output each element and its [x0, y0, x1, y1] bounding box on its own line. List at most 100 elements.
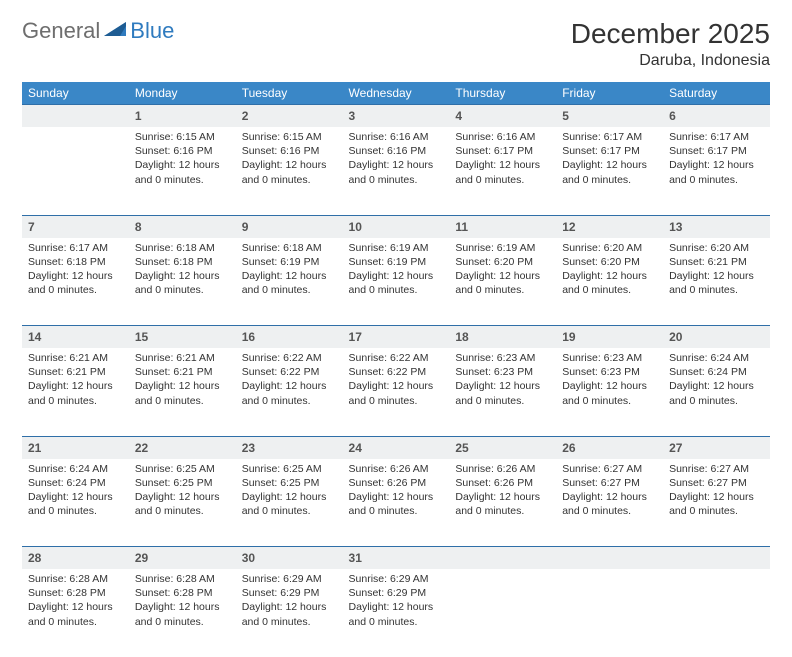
daynum-cell: 17: [343, 326, 450, 349]
day-cell: Sunrise: 6:19 AMSunset: 6:20 PMDaylight:…: [449, 238, 556, 326]
day-data: Sunrise: 6:15 AMSunset: 6:16 PMDaylight:…: [129, 127, 236, 193]
day-number: 8: [135, 220, 142, 234]
weekday-header: Wednesday: [343, 82, 450, 105]
daynum-cell: 31: [343, 547, 450, 570]
logo: General Blue: [22, 18, 174, 44]
day-number: 16: [242, 330, 255, 344]
day-cell: Sunrise: 6:20 AMSunset: 6:21 PMDaylight:…: [663, 238, 770, 326]
day-number: 14: [28, 330, 41, 344]
day-data: Sunrise: 6:25 AMSunset: 6:25 PMDaylight:…: [236, 459, 343, 525]
daynum-row: 21222324252627: [22, 436, 770, 459]
day-number: 3: [349, 109, 356, 123]
daynum-row: 78910111213: [22, 215, 770, 238]
day-data: Sunrise: 6:29 AMSunset: 6:29 PMDaylight:…: [343, 569, 450, 635]
daydata-row: Sunrise: 6:21 AMSunset: 6:21 PMDaylight:…: [22, 348, 770, 436]
day-cell: Sunrise: 6:26 AMSunset: 6:26 PMDaylight:…: [343, 459, 450, 547]
day-data: Sunrise: 6:25 AMSunset: 6:25 PMDaylight:…: [129, 459, 236, 525]
daydata-row: Sunrise: 6:15 AMSunset: 6:16 PMDaylight:…: [22, 127, 770, 215]
day-number: 30: [242, 551, 255, 565]
weekday-header: Saturday: [663, 82, 770, 105]
daynum-cell: 26: [556, 436, 663, 459]
day-cell: Sunrise: 6:29 AMSunset: 6:29 PMDaylight:…: [236, 569, 343, 657]
title-block: December 2025 Daruba, Indonesia: [571, 18, 770, 70]
day-cell: Sunrise: 6:28 AMSunset: 6:28 PMDaylight:…: [129, 569, 236, 657]
day-data: Sunrise: 6:22 AMSunset: 6:22 PMDaylight:…: [343, 348, 450, 414]
day-number: 19: [562, 330, 575, 344]
day-cell: Sunrise: 6:27 AMSunset: 6:27 PMDaylight:…: [663, 459, 770, 547]
day-cell: Sunrise: 6:25 AMSunset: 6:25 PMDaylight:…: [236, 459, 343, 547]
daynum-cell: 25: [449, 436, 556, 459]
daynum-cell: 13: [663, 215, 770, 238]
day-cell: [663, 569, 770, 657]
daynum-cell: 1: [129, 105, 236, 128]
daynum-cell: 8: [129, 215, 236, 238]
day-cell: Sunrise: 6:22 AMSunset: 6:22 PMDaylight:…: [236, 348, 343, 436]
daynum-cell: 24: [343, 436, 450, 459]
daynum-cell: 9: [236, 215, 343, 238]
day-number: 22: [135, 441, 148, 455]
day-cell: Sunrise: 6:17 AMSunset: 6:17 PMDaylight:…: [556, 127, 663, 215]
day-cell: Sunrise: 6:21 AMSunset: 6:21 PMDaylight:…: [22, 348, 129, 436]
day-number: 12: [562, 220, 575, 234]
day-number: 1: [135, 109, 142, 123]
day-data: Sunrise: 6:17 AMSunset: 6:18 PMDaylight:…: [22, 238, 129, 304]
daynum-cell: 30: [236, 547, 343, 570]
daynum-cell: 3: [343, 105, 450, 128]
day-cell: Sunrise: 6:18 AMSunset: 6:19 PMDaylight:…: [236, 238, 343, 326]
day-cell: Sunrise: 6:18 AMSunset: 6:18 PMDaylight:…: [129, 238, 236, 326]
day-cell: Sunrise: 6:25 AMSunset: 6:25 PMDaylight:…: [129, 459, 236, 547]
day-number: 10: [349, 220, 362, 234]
day-cell: [449, 569, 556, 657]
daynum-cell: 28: [22, 547, 129, 570]
day-data: Sunrise: 6:26 AMSunset: 6:26 PMDaylight:…: [343, 459, 450, 525]
day-cell: Sunrise: 6:27 AMSunset: 6:27 PMDaylight:…: [556, 459, 663, 547]
day-cell: Sunrise: 6:16 AMSunset: 6:17 PMDaylight:…: [449, 127, 556, 215]
location: Daruba, Indonesia: [571, 52, 770, 70]
day-number: 23: [242, 441, 255, 455]
day-cell: Sunrise: 6:24 AMSunset: 6:24 PMDaylight:…: [663, 348, 770, 436]
calendar-table: SundayMondayTuesdayWednesdayThursdayFrid…: [22, 82, 770, 657]
daynum-row: 14 15 16 1718 19 20: [22, 326, 770, 349]
day-number: 28: [28, 551, 41, 565]
day-number: 25: [455, 441, 468, 455]
daynum-cell: 16: [236, 326, 343, 349]
daydata-row: Sunrise: 6:17 AMSunset: 6:18 PMDaylight:…: [22, 238, 770, 326]
day-cell: [22, 127, 129, 215]
day-data: Sunrise: 6:28 AMSunset: 6:28 PMDaylight:…: [129, 569, 236, 635]
daynum-cell: 18: [449, 326, 556, 349]
daynum-cell: 10: [343, 215, 450, 238]
day-data: Sunrise: 6:26 AMSunset: 6:26 PMDaylight:…: [449, 459, 556, 525]
daynum-cell: 29: [129, 547, 236, 570]
day-number: 4: [455, 109, 462, 123]
day-cell: Sunrise: 6:17 AMSunset: 6:18 PMDaylight:…: [22, 238, 129, 326]
day-cell: Sunrise: 6:15 AMSunset: 6:16 PMDaylight:…: [129, 127, 236, 215]
daynum-cell: 27: [663, 436, 770, 459]
day-cell: Sunrise: 6:19 AMSunset: 6:19 PMDaylight:…: [343, 238, 450, 326]
weekday-header: Monday: [129, 82, 236, 105]
daydata-row: Sunrise: 6:28 AMSunset: 6:28 PMDaylight:…: [22, 569, 770, 657]
day-number: 29: [135, 551, 148, 565]
weekday-header-row: SundayMondayTuesdayWednesdayThursdayFrid…: [22, 82, 770, 105]
daynum-cell: 15: [129, 326, 236, 349]
day-cell: Sunrise: 6:22 AMSunset: 6:22 PMDaylight:…: [343, 348, 450, 436]
day-cell: Sunrise: 6:24 AMSunset: 6:24 PMDaylight:…: [22, 459, 129, 547]
daynum-cell: .: [449, 547, 556, 570]
day-number: 20: [669, 330, 682, 344]
day-data: Sunrise: 6:27 AMSunset: 6:27 PMDaylight:…: [556, 459, 663, 525]
day-cell: [556, 569, 663, 657]
day-cell: Sunrise: 6:28 AMSunset: 6:28 PMDaylight:…: [22, 569, 129, 657]
daynum-cell: 2: [236, 105, 343, 128]
day-data: Sunrise: 6:28 AMSunset: 6:28 PMDaylight:…: [22, 569, 129, 635]
daynum-cell: 6: [663, 105, 770, 128]
day-data: Sunrise: 6:18 AMSunset: 6:19 PMDaylight:…: [236, 238, 343, 304]
day-cell: Sunrise: 6:23 AMSunset: 6:23 PMDaylight:…: [556, 348, 663, 436]
daynum-cell: 20: [663, 326, 770, 349]
day-data: Sunrise: 6:22 AMSunset: 6:22 PMDaylight:…: [236, 348, 343, 414]
logo-text-blue: Blue: [130, 18, 174, 44]
day-number: 5: [562, 109, 569, 123]
day-number: 24: [349, 441, 362, 455]
daynum-cell: 19: [556, 326, 663, 349]
day-cell: Sunrise: 6:20 AMSunset: 6:20 PMDaylight:…: [556, 238, 663, 326]
day-cell: Sunrise: 6:26 AMSunset: 6:26 PMDaylight:…: [449, 459, 556, 547]
weekday-header: Sunday: [22, 82, 129, 105]
